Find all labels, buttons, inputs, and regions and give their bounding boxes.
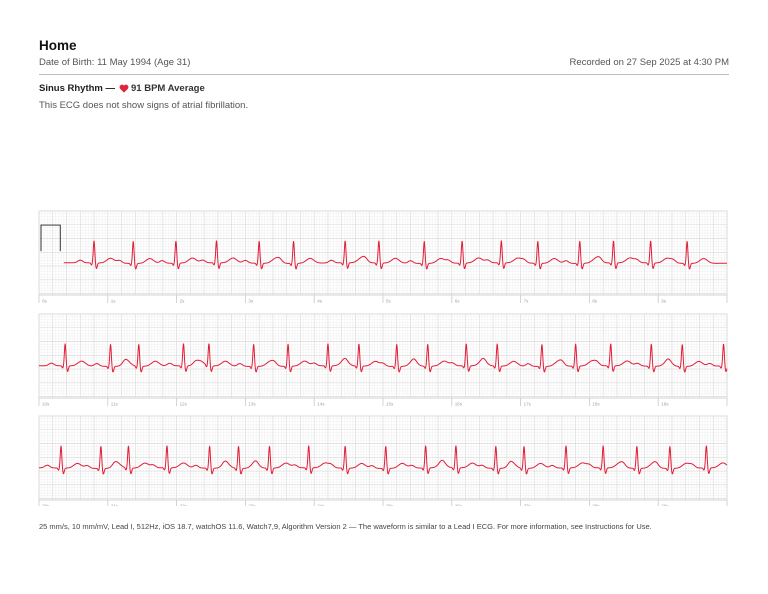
recorded-timestamp: Recorded on 27 Sep 2025 at 4:30 PM <box>569 57 729 68</box>
recording-details: 25 mm/s, 10 mm/mV, Lead I, 512Hz, iOS 18… <box>39 522 652 531</box>
ecg-row: 0s 1s 2s 3s 4s 5s 6s 7s 8s 9s <box>38 210 728 304</box>
time-tick-label: 18s <box>592 402 600 407</box>
time-tick-label: 6s <box>455 299 461 304</box>
time-tick-label: 12s <box>180 402 188 407</box>
time-tick-label: 27s <box>524 504 532 507</box>
time-tick-label: 15s <box>386 402 394 407</box>
time-tick-label: 3s <box>248 299 254 304</box>
ecg-row: 20s 21s 22s 23s 24s 25s 26s 27s 28s 29s <box>38 415 728 507</box>
time-tick-label: 9s <box>661 299 667 304</box>
ecg-strip: 0s 1s 2s 3s 4s 5s 6s 7s 8s 9s 10s 11s 12s 13s 14s 15s 16… <box>38 210 728 506</box>
ecg-row: 10s 11s 12s 13s 14s 15s 16s 17s 18s 19s <box>38 313 728 407</box>
time-tick-label: 1s <box>111 299 117 304</box>
page-title: Home <box>39 38 77 53</box>
time-tick-label: 20s <box>42 504 50 507</box>
time-tick-label: 17s <box>524 402 532 407</box>
time-tick-label: 10s <box>42 402 50 407</box>
time-tick-label: 22s <box>180 504 188 507</box>
calibration-pulse <box>40 224 61 252</box>
time-tick-label: 21s <box>111 504 119 507</box>
time-tick-label: 7s <box>524 299 530 304</box>
date-of-birth: Date of Birth: 11 May 1994 (Age 31) <box>39 57 191 68</box>
rhythm-classification: Sinus Rhythm — 91 BPM Average <box>39 83 205 94</box>
time-tick-label: 2s <box>180 299 186 304</box>
ecg-summary: This ECG does not show signs of atrial f… <box>39 100 249 111</box>
time-tick-label: 19s <box>661 402 669 407</box>
time-tick-label: 28s <box>592 504 600 507</box>
time-tick-label: 23s <box>248 504 256 507</box>
time-tick-label: 14s <box>317 402 325 407</box>
rhythm-label: Sinus Rhythm — <box>39 83 116 94</box>
time-tick-label: 5s <box>386 299 392 304</box>
time-tick-label: 13s <box>248 402 256 407</box>
time-tick-label: 4s <box>317 299 323 304</box>
ecg-waveform <box>38 445 728 475</box>
time-tick-label: 25s <box>386 504 394 507</box>
time-tick-label: 16s <box>455 402 463 407</box>
header-divider <box>39 74 729 75</box>
time-tick-label: 11s <box>111 402 119 407</box>
ecg-waveform <box>38 343 728 373</box>
ecg-waveform <box>63 240 728 270</box>
bpm-average: 91 BPM Average <box>131 83 205 94</box>
time-tick-label: 26s <box>455 504 463 507</box>
time-tick-label: 29s <box>661 504 669 507</box>
heart-icon <box>119 84 129 93</box>
time-tick-label: 0s <box>42 299 48 304</box>
time-tick-label: 8s <box>592 299 598 304</box>
time-tick-label: 24s <box>317 504 325 507</box>
